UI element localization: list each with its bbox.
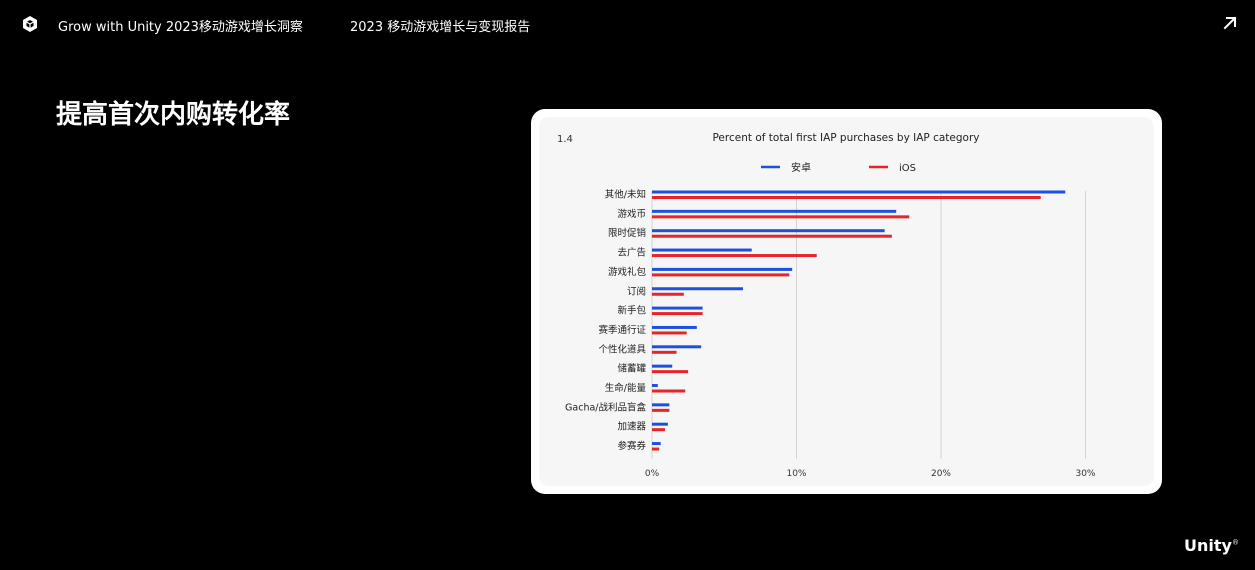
figure-number: 1.4 [557, 134, 573, 145]
bar [652, 248, 752, 252]
unity-logo[interactable]: Unity® [1184, 536, 1239, 555]
unity-cube-icon[interactable] [21, 15, 39, 33]
bar [652, 306, 703, 310]
category-label: 新手包 [617, 305, 646, 317]
category-label: 个性化道具 [598, 343, 646, 355]
category-label: Gacha/战利品盲盒 [565, 401, 646, 413]
category-label: 去广告 [617, 247, 646, 259]
bar [652, 389, 686, 393]
category-label: 游戏礼包 [608, 266, 647, 278]
bar [652, 325, 697, 329]
bar [652, 428, 666, 432]
report-title: 2023 移动游戏增长与变现报告 [350, 20, 531, 35]
category-label: 限时促销 [608, 227, 647, 239]
chart-title: Percent of total first IAP purchases by … [712, 132, 979, 144]
category-label: 参赛券 [617, 440, 646, 452]
legend-label: iOS [899, 163, 916, 174]
category-label: 其他/未知 [605, 189, 646, 201]
bar [652, 370, 689, 374]
bar [652, 350, 677, 354]
category-label: 储蓄罐 [617, 363, 646, 375]
bar [652, 292, 684, 296]
registered-mark: ® [1231, 538, 1239, 547]
chart-card: 0% 10% 20% 30% 1.4 Percent of total first IAP… [531, 109, 1162, 494]
unity-logo-text: Unity [1184, 536, 1232, 555]
bar [652, 215, 910, 219]
category-label: 加速器 [617, 422, 646, 433]
bar [652, 312, 703, 316]
chart-panel: 0% 10% 20% 30% 1.4 Percent of total first IAP… [539, 117, 1154, 486]
bar [652, 229, 885, 233]
bar [652, 234, 892, 238]
bar [652, 403, 670, 407]
x-tick-label: 10% [786, 469, 806, 479]
category-label: 赛季通行证 [598, 324, 646, 336]
bar [652, 422, 668, 426]
page-title: 提高首次内购转化率 [56, 100, 291, 130]
iap-category-bar-chart: 0% 10% 20% 30% 1.4 Percent of total first IAP… [557, 132, 1096, 479]
top-bar: Grow with Unity 2023移动游戏增长洞察 2023 移动游戏增长… [0, 0, 1255, 48]
arrow-up-right-icon[interactable] [1221, 14, 1239, 32]
bar [652, 196, 1041, 199]
bar [652, 345, 702, 349]
x-tick-label: 0% [645, 469, 660, 479]
bar [652, 190, 1066, 194]
brand-title: Grow with Unity 2023移动游戏增长洞察 [58, 20, 303, 35]
x-tick-label: 30% [1075, 469, 1095, 479]
bar [652, 267, 793, 271]
bar [652, 254, 817, 258]
category-label: 生命/能量 [605, 382, 647, 394]
bar [652, 408, 670, 412]
bar [652, 287, 744, 291]
category-label: 订阅 [627, 285, 646, 297]
bar [652, 447, 660, 451]
bar [652, 331, 687, 335]
bar [652, 273, 790, 277]
x-tick-label: 20% [931, 469, 951, 479]
legend-label: 安卓 [791, 161, 811, 174]
bar [652, 364, 673, 368]
bar [652, 384, 658, 387]
category-label: 游戏币 [617, 208, 646, 220]
bar [652, 442, 661, 446]
bar [652, 209, 897, 213]
